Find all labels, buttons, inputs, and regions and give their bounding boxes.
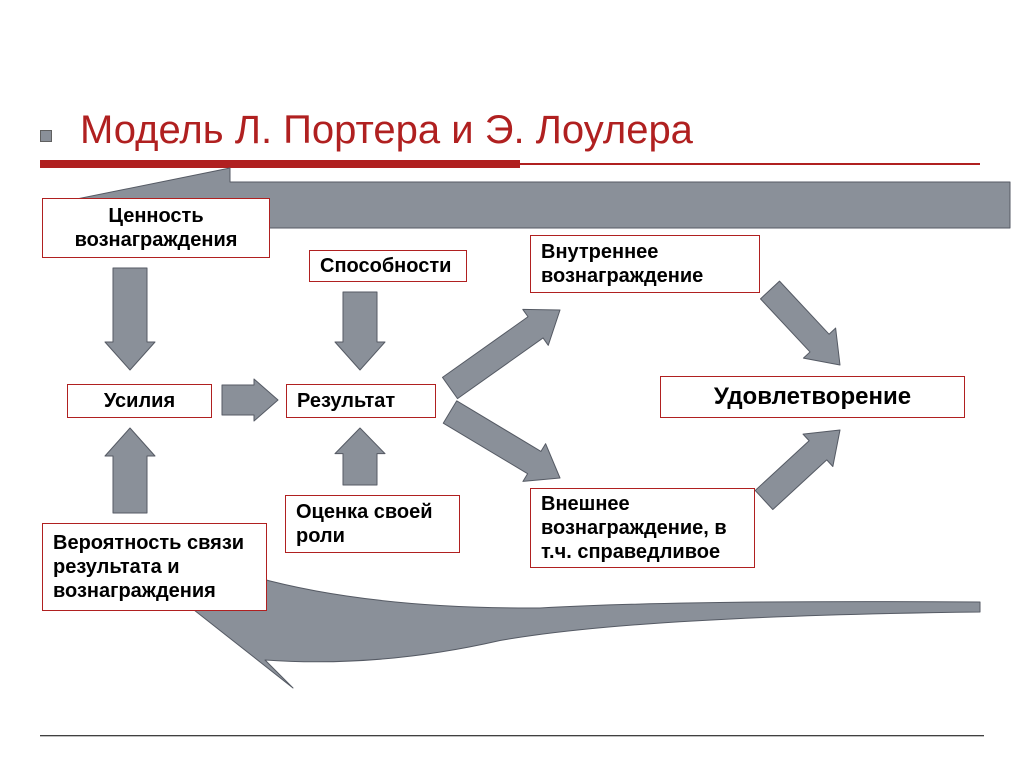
box-result: Результат (286, 384, 436, 418)
box-role-eval: Оценка своей роли (285, 495, 460, 553)
box-abilities: Способности (309, 250, 467, 282)
box-intrinsic-reward: Внутреннее вознаграждение (530, 235, 760, 293)
slide: Модель Л. Портера и Э. Лоулера Ценность … (0, 0, 1024, 767)
footer-divider (40, 735, 984, 737)
box-prob-link: Вероятность связи результата и вознаграж… (42, 523, 267, 611)
box-satisfaction: Удовлетворение (660, 376, 965, 418)
box-extrinsic-reward: Внешнее вознаграждение, в т.ч. справедли… (530, 488, 755, 568)
box-value-reward: Ценность вознаграждения (42, 198, 270, 258)
box-effort: Усилия (67, 384, 212, 418)
